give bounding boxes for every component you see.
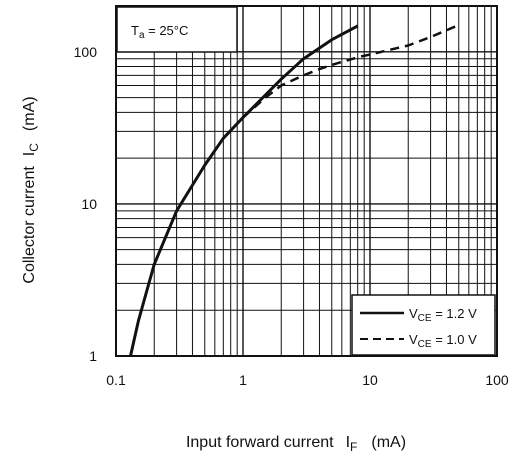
x-tick-label: 100 bbox=[485, 372, 509, 388]
legend-label-2: VCE = 1.0 V bbox=[409, 332, 477, 350]
x-tick-label: 1 bbox=[239, 372, 247, 388]
annotation-text: Ta = 25°C bbox=[131, 23, 188, 41]
y-tick-label: 1 bbox=[89, 348, 97, 364]
tick-layer: 0.1 1 10 100 1 10 100 bbox=[74, 44, 509, 388]
legend-label-1: VCE = 1.2 V bbox=[409, 306, 477, 324]
x-tick-label: 0.1 bbox=[106, 372, 126, 388]
x-tick-label: 10 bbox=[362, 372, 378, 388]
y-axis-title: Collector currentIC(mA) bbox=[21, 96, 41, 283]
y-tick-label: 10 bbox=[81, 196, 97, 212]
y-tick-label: 100 bbox=[74, 44, 98, 60]
plot-frame bbox=[115, 5, 498, 357]
x-axis-title: Input forward current IF (mA) bbox=[186, 434, 406, 454]
series-layer bbox=[129, 23, 460, 357]
series-line-1 bbox=[129, 24, 359, 357]
legend: VCE = 1.2 V VCE = 1.0 V bbox=[351, 294, 496, 356]
annotation-box: Ta = 25°C bbox=[116, 6, 238, 53]
series-line-2 bbox=[242, 23, 460, 119]
